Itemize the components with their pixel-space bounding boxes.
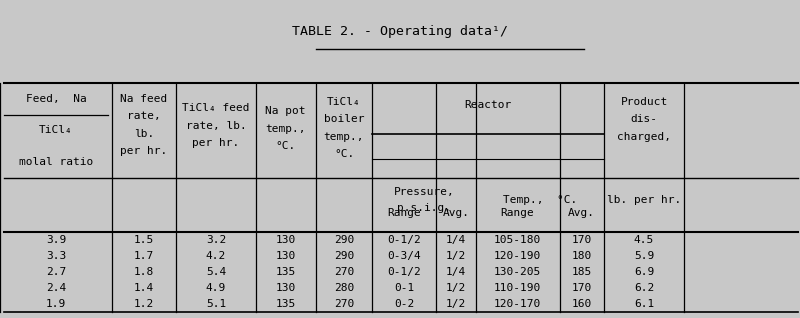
Text: per hr.: per hr. [120, 146, 168, 156]
Text: 130-205: 130-205 [494, 267, 542, 277]
Text: 270: 270 [334, 267, 354, 277]
Text: 1.7: 1.7 [134, 251, 154, 261]
Text: 1/2: 1/2 [446, 299, 466, 309]
Text: Avg.: Avg. [568, 208, 595, 218]
Text: 4.5: 4.5 [634, 235, 654, 245]
Text: 2.7: 2.7 [46, 267, 66, 277]
Text: 6.9: 6.9 [634, 267, 654, 277]
Text: 0-1: 0-1 [394, 283, 414, 293]
Text: 105-180: 105-180 [494, 235, 542, 245]
Text: Feed,  Na: Feed, Na [26, 93, 86, 104]
Text: 170: 170 [571, 235, 592, 245]
Text: 4.2: 4.2 [206, 251, 226, 261]
Text: lb.: lb. [134, 128, 154, 139]
Text: 3.2: 3.2 [206, 235, 226, 245]
Text: 0-1/2: 0-1/2 [387, 267, 421, 277]
Text: 160: 160 [571, 299, 592, 309]
Text: 290: 290 [334, 235, 354, 245]
Text: 120-170: 120-170 [494, 299, 542, 309]
Text: °C.: °C. [334, 149, 354, 159]
Text: 0-3/4: 0-3/4 [387, 251, 421, 261]
Text: temp.,: temp., [266, 124, 306, 134]
Text: Na feed: Na feed [120, 93, 168, 104]
Text: 6.1: 6.1 [634, 299, 654, 309]
Text: °C.: °C. [275, 141, 296, 151]
Text: dis-: dis- [630, 114, 658, 124]
Text: Pressure,: Pressure, [394, 187, 454, 197]
Text: 135: 135 [275, 299, 296, 309]
Text: 5.9: 5.9 [634, 251, 654, 261]
Text: TABLE 2. - Operating data¹/: TABLE 2. - Operating data¹/ [292, 25, 508, 38]
Text: boiler: boiler [324, 114, 364, 124]
Text: 170: 170 [571, 283, 592, 293]
Text: Temp.,  °C.: Temp., °C. [503, 195, 577, 205]
Text: 120-190: 120-190 [494, 251, 542, 261]
Text: 5.4: 5.4 [206, 267, 226, 277]
Text: Na pot: Na pot [266, 106, 306, 116]
Text: 1/2: 1/2 [446, 251, 466, 261]
Text: 3.3: 3.3 [46, 251, 66, 261]
Text: 2.4: 2.4 [46, 283, 66, 293]
Text: 280: 280 [334, 283, 354, 293]
Text: per hr.: per hr. [192, 138, 240, 148]
Text: 130: 130 [275, 283, 296, 293]
Text: 185: 185 [571, 267, 592, 277]
Text: Range: Range [387, 208, 421, 218]
Text: 270: 270 [334, 299, 354, 309]
Text: 6.2: 6.2 [634, 283, 654, 293]
Text: TiCl₄: TiCl₄ [39, 125, 73, 135]
Text: 110-190: 110-190 [494, 283, 542, 293]
Text: TiCl₄ feed: TiCl₄ feed [182, 103, 250, 113]
Text: 4.9: 4.9 [206, 283, 226, 293]
Text: Reactor: Reactor [464, 100, 512, 110]
Text: 135: 135 [275, 267, 296, 277]
Text: 290: 290 [334, 251, 354, 261]
Text: 1/4: 1/4 [446, 235, 466, 245]
Text: 3.9: 3.9 [46, 235, 66, 245]
Text: 130: 130 [275, 251, 296, 261]
Text: rate, lb.: rate, lb. [186, 121, 246, 131]
Text: molal ratio: molal ratio [19, 157, 93, 167]
Text: lb. per hr.: lb. per hr. [607, 195, 681, 205]
Text: 1/2: 1/2 [446, 283, 466, 293]
Text: 180: 180 [571, 251, 592, 261]
Text: 1/4: 1/4 [446, 267, 466, 277]
Text: 1.9: 1.9 [46, 299, 66, 309]
Text: Range: Range [501, 208, 534, 218]
Text: 130: 130 [275, 235, 296, 245]
Text: rate,: rate, [127, 111, 161, 121]
Text: p.s.i.g.: p.s.i.g. [397, 203, 451, 213]
Text: 1.5: 1.5 [134, 235, 154, 245]
Text: 5.1: 5.1 [206, 299, 226, 309]
Text: Avg.: Avg. [442, 208, 470, 218]
Text: 1.8: 1.8 [134, 267, 154, 277]
Text: charged,: charged, [617, 132, 671, 142]
Text: TiCl₄: TiCl₄ [327, 97, 361, 107]
Text: 0-2: 0-2 [394, 299, 414, 309]
Text: 0-1/2: 0-1/2 [387, 235, 421, 245]
Text: temp.,: temp., [324, 132, 364, 142]
Text: 1.2: 1.2 [134, 299, 154, 309]
Text: Product: Product [620, 97, 668, 107]
Text: 1.4: 1.4 [134, 283, 154, 293]
